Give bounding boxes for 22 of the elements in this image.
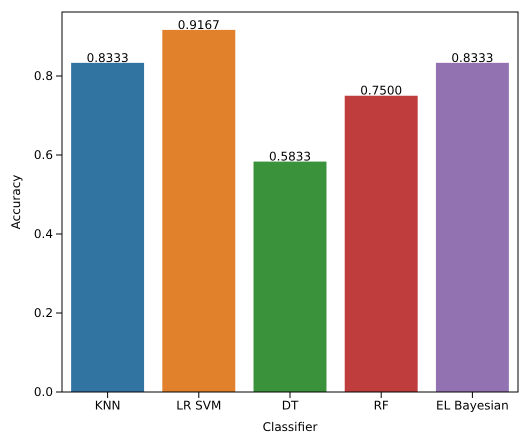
- bar: [344, 96, 418, 392]
- bar: [436, 62, 509, 392]
- x-axis-title: Classifier: [262, 420, 318, 434]
- y-tick-label: 0.2: [34, 306, 53, 320]
- y-axis-title: Accuracy: [9, 174, 23, 230]
- x-tick-label: DT: [282, 398, 299, 413]
- data-label: 0.7500: [360, 84, 402, 98]
- x-tick-label: EL Bayesian: [436, 398, 509, 413]
- x-tick-label: RF: [374, 398, 389, 413]
- bar: [71, 62, 144, 392]
- data-label: 0.9167: [178, 18, 220, 32]
- data-label: 0.5833: [269, 150, 311, 164]
- x-tick-label: KNN: [94, 398, 121, 413]
- y-tick-label: 0.6: [34, 148, 53, 162]
- y-tick-label: 0.4: [34, 226, 53, 241]
- bar: [162, 30, 236, 392]
- y-tick-label: 0.8: [34, 68, 53, 83]
- y-tick-label: 0.0: [34, 384, 53, 399]
- bar: [254, 162, 326, 392]
- data-label: 0.8333: [451, 50, 494, 65]
- data-label: 0.8333: [86, 50, 129, 65]
- x-tick-label: LR SVM: [176, 398, 222, 413]
